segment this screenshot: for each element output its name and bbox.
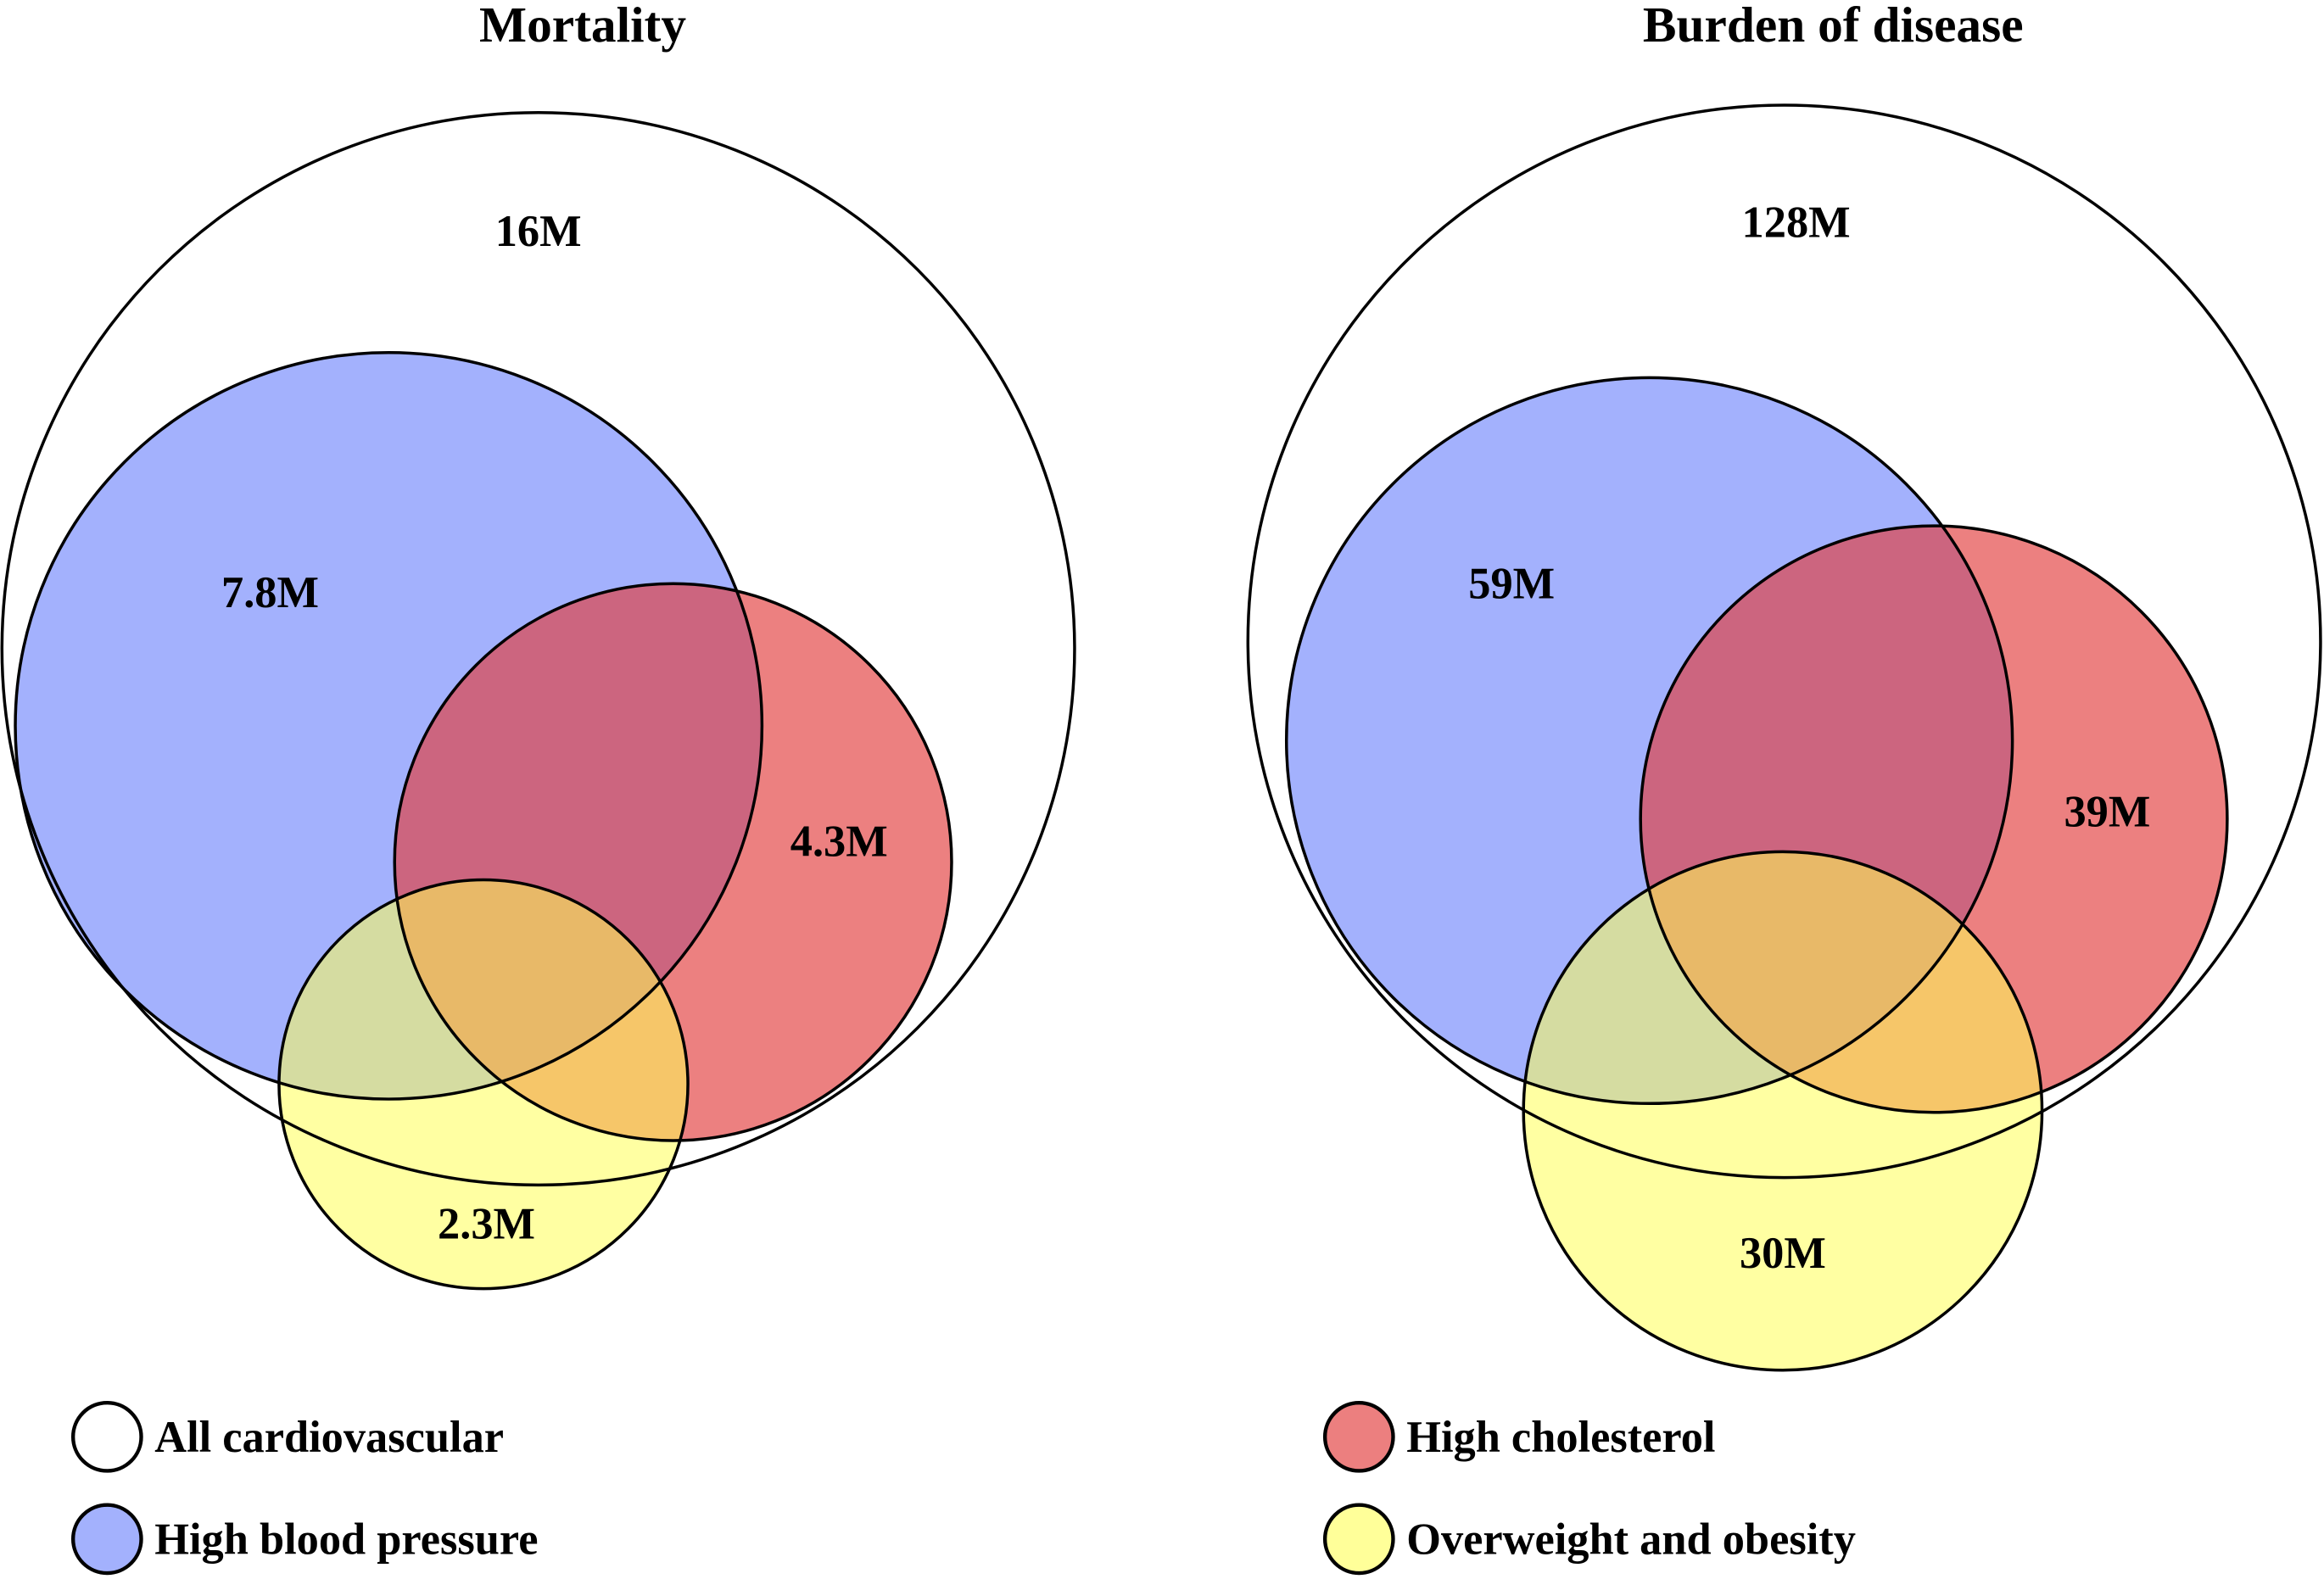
circle-outline-bp [1284,376,2014,1106]
circle-fill-obes [1523,851,2042,1370]
chart-title: Burden of disease [1643,0,2024,53]
value-label-bp: 59M [1468,560,1555,609]
legend-item: High cholesterol [1322,1400,1715,1473]
value-label-all: 16M [495,207,582,256]
circle-outline-chol [1639,524,2229,1114]
circle-outline-chol [393,582,953,1142]
legend-label: High cholesterol [1406,1413,1715,1462]
legend-label: Overweight and obesity [1406,1515,1856,1564]
value-label-chol: 39M [2064,788,2150,837]
value-label-obes: 2.3M [438,1199,535,1248]
venn-chart-2: Burden of disease 128M 59M 39M 30M [1246,0,2322,1372]
legend-swatch [70,1400,143,1473]
legend-label: High blood pressure [154,1515,538,1564]
legend-item: High blood pressure [70,1503,538,1576]
circle-outline-obes [277,878,690,1291]
circle-fill-obes [278,879,689,1289]
venn-chart-1: Mortality 16M 7.8M 4.3M 2.3M [0,0,1076,1291]
circle-outline-all [0,111,1076,1187]
legend-swatch [1322,1400,1395,1473]
value-label-all: 128M [1742,198,1851,247]
legend-item: Overweight and obesity [1322,1503,1856,1576]
legend-label: All cardiovascular [154,1413,504,1462]
circle-outline-obes [1522,850,2044,1372]
chart-title: Mortality [479,0,686,53]
value-label-chol: 4.3M [790,817,888,867]
circle-outline-all [1246,103,2322,1180]
circle-outline-bp [14,350,764,1101]
value-label-obes: 30M [1740,1229,1826,1278]
legend-swatch [1322,1503,1395,1576]
legend-swatch [70,1503,143,1576]
value-label-bp: 7.8M [221,568,319,617]
legend-item: All cardiovascular [70,1400,504,1473]
